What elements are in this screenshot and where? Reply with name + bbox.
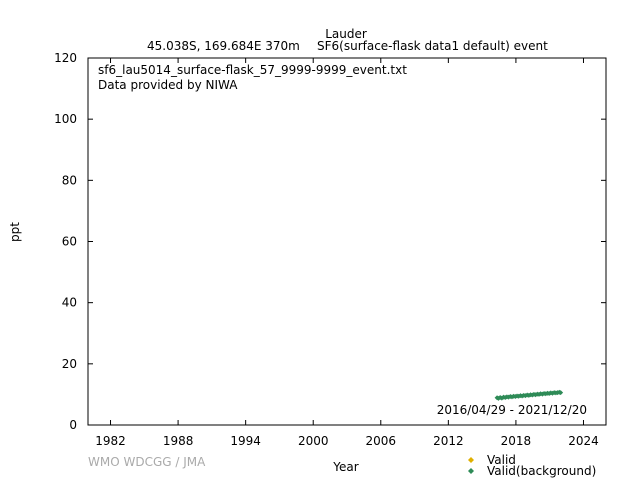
provider-label: Data provided by NIWA bbox=[98, 78, 238, 92]
y-tick-label: 100 bbox=[54, 112, 77, 126]
data-points bbox=[494, 389, 564, 401]
legend: Valid Valid(background) bbox=[468, 453, 596, 478]
date-range-label: 2016/04/29 - 2021/12/20 bbox=[436, 403, 587, 417]
y-axis-label: ppt bbox=[8, 222, 22, 242]
location-label: 45.038S, 169.684E 370m bbox=[147, 39, 300, 53]
y-tick-label: 20 bbox=[62, 357, 77, 371]
x-tick-label: 2018 bbox=[501, 434, 532, 448]
x-axis-label: Year bbox=[333, 460, 359, 474]
plot-frame bbox=[87, 57, 607, 426]
y-tick-label: 120 bbox=[54, 51, 77, 65]
x-tick-label: 1988 bbox=[163, 434, 194, 448]
y-tick-label: 0 bbox=[69, 418, 77, 432]
filename-label: sf6_lau5014_surface-flask_57_9999-9999_e… bbox=[98, 63, 407, 77]
legend-valid-label: Valid bbox=[487, 453, 516, 467]
x-tick-label: 2012 bbox=[433, 434, 464, 448]
legend-background-label: Valid(background) bbox=[487, 464, 596, 478]
x-tick-label: 2024 bbox=[568, 434, 599, 448]
legend-background-marker bbox=[468, 468, 474, 474]
axis-ticks: 1982 1988 1994 2000 2006 2012 2018 2024 0 20 40 60 8… bbox=[54, 51, 606, 448]
y-tick-label: 40 bbox=[62, 296, 77, 310]
dataset-label: SF6(surface-flask data1 default) event bbox=[317, 39, 548, 53]
data-point bbox=[558, 390, 564, 396]
y-tick-label: 60 bbox=[62, 235, 77, 249]
x-tick-label: 2000 bbox=[298, 434, 329, 448]
x-tick-label: 2006 bbox=[366, 434, 397, 448]
station-title: Lauder bbox=[325, 27, 367, 41]
y-tick-label: 80 bbox=[62, 173, 77, 187]
credit-label: WMO WDCGG / JMA bbox=[88, 455, 206, 469]
x-tick-label: 1982 bbox=[95, 434, 126, 448]
x-tick-label: 1994 bbox=[230, 434, 261, 448]
legend-valid-marker bbox=[468, 457, 474, 463]
